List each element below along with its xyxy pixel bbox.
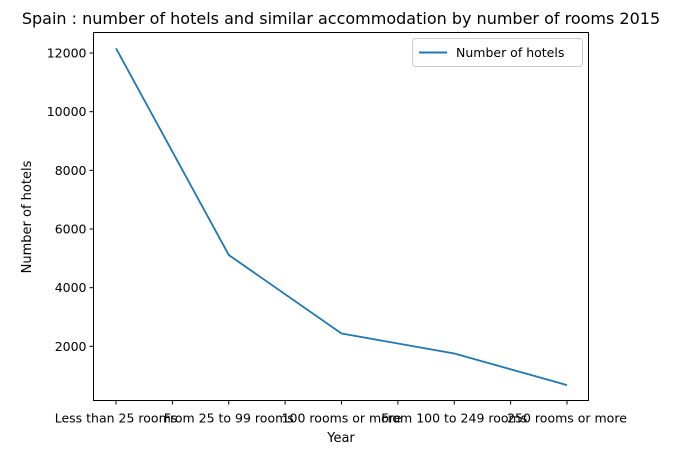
x-tick-label: From 100 to 249 rooms xyxy=(381,411,527,426)
y-axis: 2000 4000 6000 8000 10000 12000 xyxy=(47,46,94,354)
plot-area xyxy=(93,32,589,401)
chart-title: Spain : number of hotels and similar acc… xyxy=(22,9,660,28)
series-layer xyxy=(115,47,568,386)
x-tick-label: From 25 to 99 rooms xyxy=(164,411,294,426)
legend-label: Number of hotels xyxy=(456,45,564,60)
y-tick-label: 10000 xyxy=(47,104,87,119)
series-line xyxy=(115,47,568,386)
y-tick-label: 6000 xyxy=(55,222,87,237)
legend: Number of hotels xyxy=(412,38,583,67)
x-tick-label: Less than 25 rooms xyxy=(55,411,178,426)
y-axis-title: Number of hotels xyxy=(20,160,35,273)
y-tick-label: 2000 xyxy=(55,339,87,354)
y-tick-label: 8000 xyxy=(55,163,87,178)
y-tick-label: 12000 xyxy=(47,46,87,61)
x-axis-title: Year xyxy=(326,431,355,446)
y-tick-label: 4000 xyxy=(55,280,87,295)
x-tick-label: 100 rooms or more xyxy=(282,411,402,426)
x-tick-label: 250 rooms or more xyxy=(507,411,627,426)
legend-box xyxy=(412,38,583,67)
